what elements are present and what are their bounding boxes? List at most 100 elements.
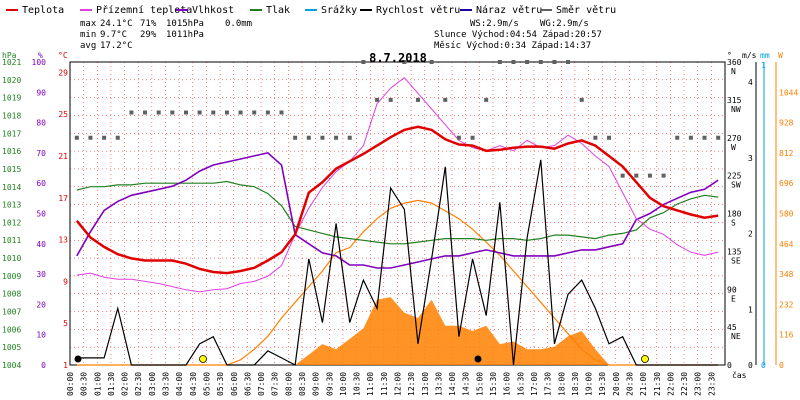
avg-label: avg (80, 41, 96, 51)
dir-tick: 360 (727, 58, 742, 67)
x-tick: 19:00 (585, 372, 594, 396)
wind-dir-point (197, 110, 202, 115)
dir-tick: 225 (727, 172, 742, 181)
w-tick: 232 (779, 300, 794, 309)
wind-dir-point (429, 60, 434, 64)
legend-item: Náraz větru (476, 4, 542, 16)
legend-item: Přízemní teplota (96, 4, 192, 16)
wind-dir-point (265, 110, 270, 115)
series-pressure (76, 180, 719, 245)
hpa-tick: 1009 (2, 272, 21, 281)
c-tick: 25 (58, 110, 68, 119)
hpa-tick: 1021 (2, 58, 21, 67)
moonset-marker (474, 355, 482, 363)
wind-dir-point (183, 110, 188, 115)
hpa-tick: 1020 (2, 76, 21, 85)
hpa-unit: hPa (2, 51, 17, 60)
hpa-tick: 1011 (2, 236, 21, 245)
legend-item: Srážky (321, 4, 357, 16)
wind-dir-point (511, 60, 516, 64)
x-tick: 21:30 (653, 372, 662, 396)
dir-tick: 315 (727, 96, 742, 105)
x-tick: 05:30 (216, 372, 225, 396)
x-tick: 18:30 (571, 372, 580, 396)
mm-tick: 1 (761, 61, 766, 70)
svg-text:avg: avg (80, 41, 96, 51)
dir-tick: 135 (727, 247, 742, 256)
wind-dir-point (579, 97, 584, 102)
x-tick: 09:00 (312, 372, 321, 396)
dir-name: N (731, 67, 736, 76)
wind-dir-point (279, 110, 284, 115)
dir-tick: 0 (727, 361, 732, 370)
x-tick: 15:30 (489, 372, 498, 396)
wind-dir-point (716, 135, 721, 140)
pct-tick: 40 (36, 240, 46, 249)
wind-dir-point (593, 135, 598, 140)
x-tick: 12:00 (394, 372, 403, 396)
hpa-tick: 1018 (2, 111, 21, 120)
max-rain: 0.0mm (225, 19, 252, 29)
dir-name: SE (731, 256, 741, 265)
wind-dir-point (102, 135, 107, 140)
stats-panel: max 24.1°C 71% 1015hPa 0.0mm min 9.7°C 2… (80, 19, 602, 51)
wind-dir-point (675, 135, 680, 140)
w-tick: 348 (779, 270, 794, 279)
x-tick: 14:00 (448, 372, 457, 396)
pct-tick: 50 (36, 210, 46, 219)
max-label: max (80, 19, 97, 29)
wind-dir-point (402, 60, 407, 64)
x-tick: 07:00 (257, 372, 266, 396)
wind-dir-point (443, 97, 448, 102)
max-press: 1015hPa (166, 19, 204, 29)
wind-dir-point (702, 135, 707, 140)
x-tick: 13:30 (434, 372, 443, 396)
time-label: čas (732, 370, 747, 380)
wind-dir-point (211, 110, 216, 115)
wind-dir-point (607, 135, 612, 140)
ms-unit: m/s (742, 51, 757, 60)
legend-item: Teplota (22, 5, 64, 16)
wind-dir-point (647, 173, 652, 178)
wind-dir-point (552, 60, 557, 64)
x-tick: 23:00 (694, 372, 703, 396)
ms-tick: 2 (748, 230, 753, 239)
sunrise-marker (199, 355, 207, 363)
ms-tick: 4 (748, 78, 753, 87)
moon-times: Měsíc Východ:0:34 Západ:14:37 (434, 41, 591, 51)
c-tick: 21 (58, 152, 68, 161)
x-tick: 15:00 (475, 372, 484, 396)
wind-dir-point (525, 60, 530, 64)
x-tick: 00:30 (80, 372, 89, 396)
pct-tick: 100 (32, 58, 47, 67)
series-wind-speed (76, 159, 719, 366)
x-tick: 22:30 (680, 372, 689, 396)
wind-dir-point (688, 135, 693, 140)
hpa-tick: 1012 (2, 218, 21, 227)
pct-tick: 0 (41, 361, 46, 370)
x-tick: 11:00 (366, 372, 375, 396)
legend-item: Vlhkost (192, 5, 234, 16)
min-temp: 9.7°C (100, 30, 127, 40)
wind-dir-point (252, 110, 257, 115)
c-unit: °C (58, 51, 68, 60)
dir-name: E (731, 294, 736, 303)
w-tick: 928 (779, 119, 794, 128)
x-tick: 14:30 (462, 372, 471, 396)
x-tick: 19:30 (598, 372, 607, 396)
dir-tick: 45 (727, 323, 737, 332)
dir-name: W (731, 143, 736, 152)
wind-dir-point (538, 60, 543, 64)
hpa-tick: 1019 (2, 94, 21, 103)
x-tick: 11:30 (380, 372, 389, 396)
x-tick: 03:00 (148, 372, 157, 396)
x-tick: 08:30 (298, 372, 307, 396)
x-tick: 20:00 (612, 372, 621, 396)
moonrise-marker (74, 355, 82, 363)
w-tick: 0 (779, 361, 784, 370)
w-tick: 812 (779, 149, 794, 158)
x-tick: 02:30 (134, 372, 143, 396)
wind-dir-point (497, 60, 502, 64)
